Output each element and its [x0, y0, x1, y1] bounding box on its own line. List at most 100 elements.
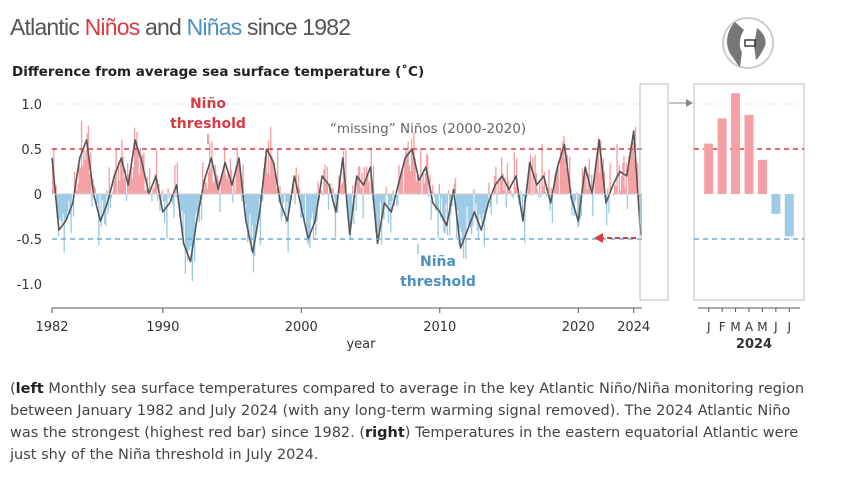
monthly-bar [440, 194, 443, 198]
monthly-bar [303, 194, 305, 224]
monthly-bar [123, 177, 125, 194]
monthly-bar [159, 194, 161, 211]
monthly-bar [464, 194, 466, 235]
monthly-bar [110, 194, 113, 199]
monthly-bar [536, 188, 539, 194]
monthly-bar [622, 163, 624, 194]
side-month-label: J [787, 320, 792, 334]
monthly-bar [428, 194, 430, 198]
monthly-bar [529, 153, 532, 194]
monthly-bar [401, 168, 404, 194]
monthly-bar [233, 178, 235, 194]
monthly-bar [469, 194, 472, 229]
monthly-bar [520, 190, 522, 194]
monthly-bar [245, 194, 248, 225]
monthly-bar [237, 164, 240, 194]
monthly-bar [404, 158, 406, 194]
monthly-bar [368, 181, 370, 194]
monthly-bar [397, 194, 399, 206]
monthly-bar [114, 170, 116, 194]
monthly-bar [584, 176, 586, 194]
monthly-bar [413, 132, 415, 194]
monthly-bar [241, 194, 243, 202]
monthly-bar [242, 164, 244, 194]
monthly-bar [355, 194, 357, 212]
title-nina: Niñas [186, 14, 243, 40]
monthly-bar [357, 166, 360, 194]
monthly-bar [57, 194, 60, 236]
monthly-bar [328, 188, 331, 194]
monthly-bar [476, 194, 479, 231]
monthly-bar [638, 194, 640, 201]
monthly-bar [322, 194, 324, 196]
monthly-bar [522, 194, 525, 198]
monthly-bar [482, 194, 484, 214]
monthly-bar [468, 194, 471, 228]
monthly-bar [581, 168, 584, 194]
chart-subtitle: Difference from average sea surface temp… [12, 64, 425, 80]
monthly-bar [496, 194, 498, 205]
monthly-bar [193, 194, 196, 262]
monthly-bar [458, 194, 460, 245]
monthly-bar [340, 184, 342, 194]
monthly-bar [559, 148, 562, 194]
monthly-bar [152, 188, 154, 194]
monthly-bar [588, 158, 591, 194]
monthly-bar [474, 194, 476, 219]
monthly-bar [631, 144, 633, 194]
monthly-bar [79, 167, 82, 194]
monthly-bar [310, 194, 312, 220]
monthly-bar [587, 174, 589, 194]
monthly-bar [247, 194, 249, 243]
monthly-bar [524, 194, 526, 243]
monthly-bar [442, 194, 444, 222]
monthly-bar [307, 194, 309, 245]
monthly-bar [627, 156, 630, 194]
monthly-bar [369, 192, 371, 194]
monthly-bar [317, 181, 319, 194]
monthly-bar [62, 194, 64, 214]
caption-left-label: left [15, 381, 44, 397]
monthly-bar [540, 194, 542, 198]
monthly-bar [341, 182, 344, 194]
monthly-bar [308, 194, 310, 242]
monthly-bar [395, 194, 398, 206]
monthly-bar [461, 194, 464, 243]
monthly-bar [210, 168, 212, 194]
monthly-bar [250, 194, 252, 251]
monthly-bar [367, 172, 369, 194]
monthly-bar [211, 141, 213, 194]
monthly-bar [228, 181, 230, 194]
monthly-bar [420, 147, 422, 194]
monthly-bar [599, 173, 601, 194]
monthly-bar [275, 188, 278, 194]
monthly-bar [416, 176, 419, 194]
monthly-bar [225, 174, 227, 194]
monthly-bar [192, 194, 195, 237]
monthly-bar [93, 185, 95, 194]
monthly-bar [530, 194, 533, 196]
side-month-label: A [745, 320, 754, 334]
monthly-bar [364, 181, 367, 194]
monthly-bar [283, 192, 286, 194]
side-bar-1 [717, 118, 727, 194]
monthly-bar [630, 144, 632, 194]
monthly-bar [229, 158, 232, 194]
monthly-bar [447, 190, 450, 194]
monthly-bar [154, 173, 157, 194]
monthly-bar [188, 194, 190, 251]
monthly-bar [77, 183, 79, 194]
monthly-bar [205, 182, 207, 194]
monthly-bar [55, 185, 57, 194]
monthly-bar [88, 173, 91, 194]
x-tick-label: 2020 [562, 320, 595, 335]
monthly-bar [187, 194, 189, 261]
monthly-bar [615, 186, 617, 194]
monthly-bar [545, 194, 548, 197]
monthly-bar [513, 152, 516, 194]
monthly-bar [249, 194, 251, 214]
monthly-bar [353, 194, 355, 225]
monthly-bar [204, 175, 206, 194]
monthly-bar [607, 187, 609, 194]
